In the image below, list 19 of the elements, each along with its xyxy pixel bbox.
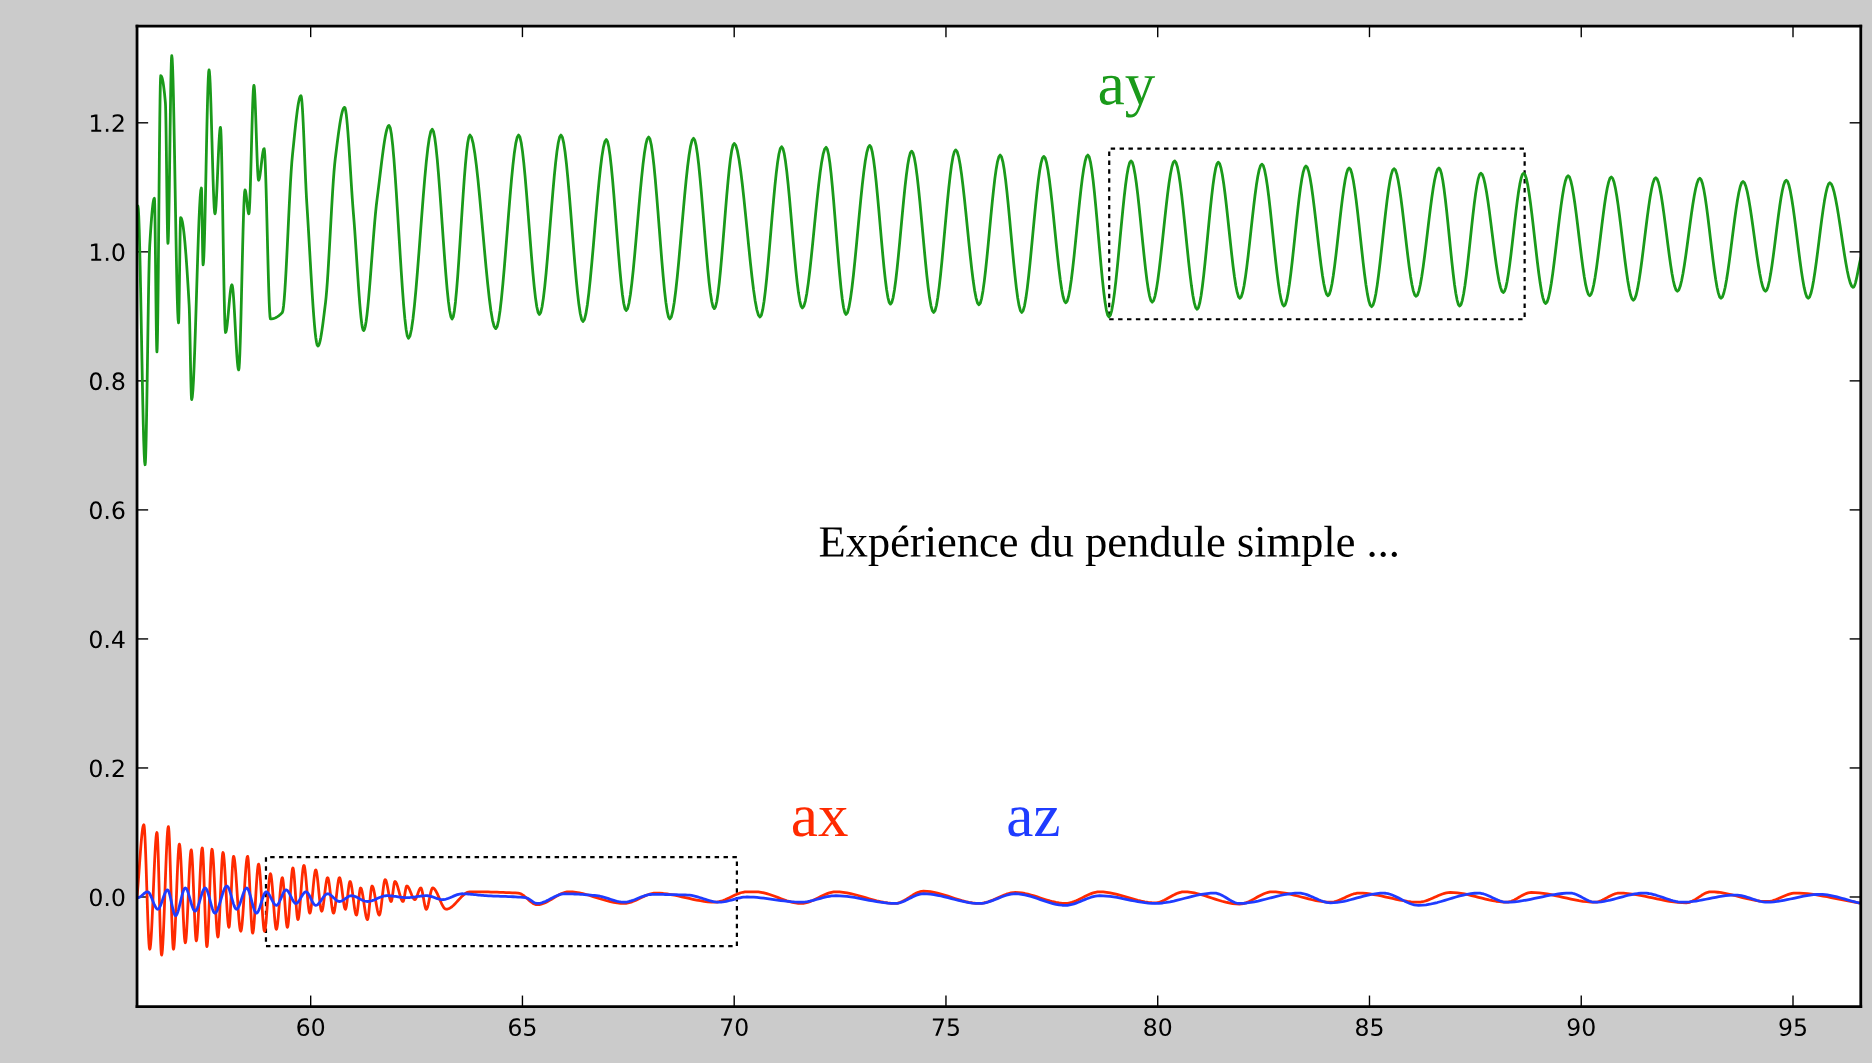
y-tick-label: 1.2 (90, 114, 124, 132)
y-tick-label: 0.6 (89, 501, 125, 520)
y-tick-label: 0.8 (89, 372, 125, 391)
x-tick-label: 65 (509, 1018, 536, 1037)
x-tick-label: 70 (721, 1018, 748, 1037)
series-label: ax (792, 807, 848, 837)
y-tick-label: 0.2 (89, 759, 124, 778)
x-tick-label: 95 (1779, 1018, 1806, 1037)
x-tick-label: 90 (1567, 1018, 1595, 1037)
x-tick-label: 75 (932, 1018, 959, 1037)
annotation: Expérience du pendule simple ... (819, 525, 1397, 566)
series-label: az (1008, 807, 1059, 837)
y-tick-label: 0.4 (89, 630, 125, 649)
x-tick-label: 60 (297, 1018, 325, 1037)
y-tick-label: 1.0 (90, 243, 125, 262)
x-tick-label: 80 (1144, 1018, 1172, 1037)
series-label: ay (1099, 75, 1156, 118)
x-tick-label: 85 (1356, 1018, 1383, 1037)
y-tick-label: 0.0 (89, 888, 125, 907)
